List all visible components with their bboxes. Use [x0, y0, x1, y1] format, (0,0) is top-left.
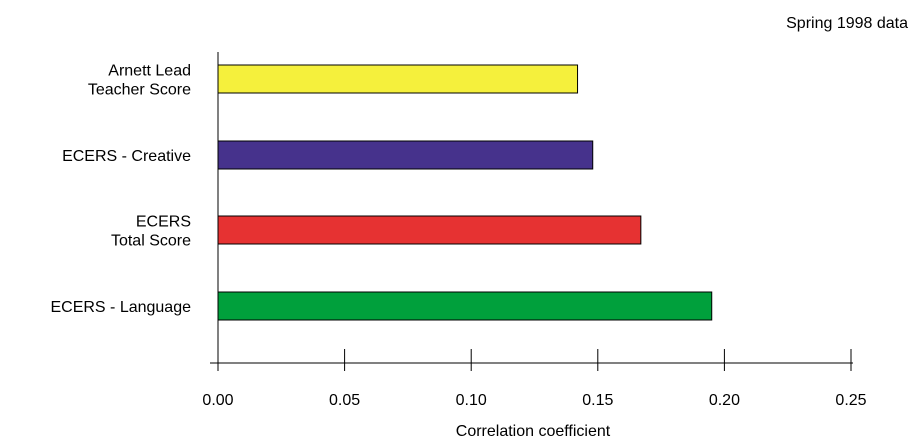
category-label-line: Teacher Score [88, 82, 191, 99]
bar-1 [217, 140, 594, 170]
category-label-line: ECERS - Creative [62, 148, 191, 165]
bar-0 [217, 64, 579, 94]
category-label-line: Total Score [111, 233, 191, 250]
bar-2 [217, 215, 642, 245]
bar-3 [217, 291, 713, 321]
category-label-3: ECERS - Language [50, 299, 191, 316]
x-tick-label: 0.10 [456, 392, 487, 409]
x-tick-label: 0.20 [709, 392, 740, 409]
x-tick-label: 0.00 [202, 392, 233, 409]
category-label-2: ECERS Total Score [111, 214, 191, 250]
category-label-line: Arnett Lead [108, 63, 191, 80]
x-tick-label: 0.15 [582, 392, 613, 409]
category-label-1: ECERS - Creative [62, 148, 191, 165]
x-axis-label: Correlation coefficient [456, 423, 611, 440]
category-label-line: ECERS [136, 214, 191, 231]
chart-note: Spring 1998 data [786, 15, 908, 32]
x-tick-label: 0.05 [329, 392, 360, 409]
category-label-0: Arnett Lead Teacher Score [88, 63, 191, 99]
category-label-line: ECERS - Language [50, 299, 191, 316]
x-tick-label: 0.25 [835, 392, 866, 409]
